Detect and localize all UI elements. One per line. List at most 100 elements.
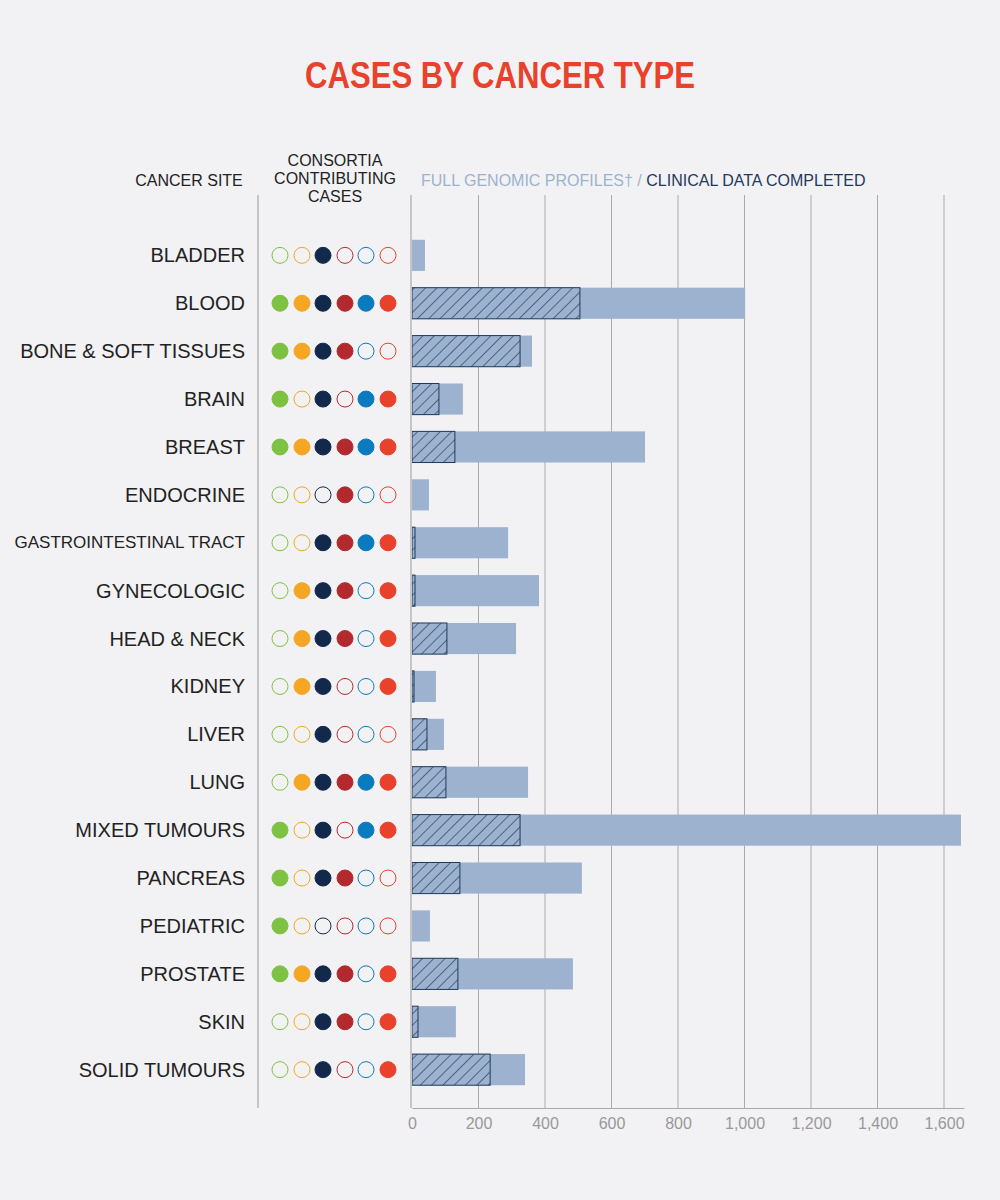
consortium-dot bbox=[337, 343, 353, 359]
consortium-dot bbox=[337, 870, 353, 886]
consortium-dot bbox=[294, 343, 310, 359]
tick-label: 600 bbox=[599, 1115, 626, 1132]
consortium-dot bbox=[294, 247, 310, 263]
consortium-dot bbox=[315, 678, 331, 694]
tick-label: 1,000 bbox=[725, 1115, 765, 1132]
consortium-dot bbox=[380, 870, 396, 886]
chart: CASES BY CANCER TYPECANCER SITECONSORTIA… bbox=[0, 0, 1000, 1200]
consortium-dot bbox=[380, 247, 396, 263]
bar bbox=[412, 910, 430, 941]
consortium-dot bbox=[315, 487, 331, 503]
bar bbox=[412, 910, 413, 941]
bar bbox=[412, 767, 446, 798]
category-label: BLADDER bbox=[151, 244, 245, 266]
grid-line bbox=[678, 195, 679, 1108]
consortium-dot bbox=[294, 391, 310, 407]
bar bbox=[412, 862, 582, 893]
tick: 200 bbox=[466, 1108, 493, 1132]
consortium-dot bbox=[294, 966, 310, 982]
bar bbox=[412, 240, 413, 271]
category-label: SKIN bbox=[198, 1011, 245, 1033]
consortium-dot bbox=[358, 726, 374, 742]
separator bbox=[258, 195, 259, 1108]
consortium-dot bbox=[315, 822, 331, 838]
category-label: MIXED TUMOURS bbox=[75, 819, 245, 841]
bar bbox=[412, 575, 415, 606]
consortium-dot bbox=[358, 678, 374, 694]
bar bbox=[412, 815, 520, 846]
bar bbox=[412, 815, 961, 846]
category-label: PROSTATE bbox=[140, 963, 245, 985]
tick-label: 0 bbox=[408, 1115, 417, 1132]
tick: 800 bbox=[665, 1108, 692, 1132]
consortium-dot bbox=[380, 343, 396, 359]
consortium-dot bbox=[380, 726, 396, 742]
consortium-dot bbox=[380, 1014, 396, 1030]
bar bbox=[412, 958, 458, 989]
consortium-dot bbox=[337, 439, 353, 455]
bar bbox=[412, 623, 447, 654]
consortium-dot bbox=[315, 583, 331, 599]
bar bbox=[412, 288, 745, 319]
consortium-dot bbox=[294, 583, 310, 599]
bar bbox=[412, 958, 573, 989]
category-label: LIVER bbox=[187, 723, 245, 745]
tick-label: 400 bbox=[532, 1115, 559, 1132]
legend-entry: CLINICAL DATA COMPLETED bbox=[646, 172, 865, 189]
consortium-dot bbox=[294, 1014, 310, 1030]
consortium-dot bbox=[315, 774, 331, 790]
bar bbox=[412, 1054, 525, 1085]
consortium-dot bbox=[358, 966, 374, 982]
consortium-dot bbox=[337, 1062, 353, 1078]
consortium-dot bbox=[315, 918, 331, 934]
consortium-dot bbox=[358, 295, 374, 311]
consortium-dot bbox=[380, 1062, 396, 1078]
category-label: KIDNEY bbox=[171, 675, 245, 697]
consortium-dot bbox=[358, 439, 374, 455]
grid-line bbox=[611, 195, 612, 1108]
category-labels: BLADDERBLOODBONE & SOFT TISSUESBRAINBREA… bbox=[15, 244, 246, 1080]
consortium-dot bbox=[294, 295, 310, 311]
category-label: GASTROINTESTINAL TRACT bbox=[15, 533, 245, 552]
consortium-dot bbox=[380, 535, 396, 551]
consortium-dot bbox=[272, 295, 288, 311]
consortium-dot bbox=[294, 631, 310, 647]
consortium-dot bbox=[294, 439, 310, 455]
title: CASES BY CANCER TYPE bbox=[305, 55, 695, 96]
consortium-dot bbox=[272, 631, 288, 647]
bar bbox=[412, 431, 645, 462]
consortium-dot bbox=[272, 439, 288, 455]
consortium-dot bbox=[337, 487, 353, 503]
consortium-dot bbox=[315, 631, 331, 647]
consortium-dot bbox=[380, 774, 396, 790]
legend-separator: / bbox=[633, 172, 646, 189]
bar bbox=[412, 288, 580, 319]
tick: 1,200 bbox=[791, 1108, 831, 1132]
consortium-dot bbox=[337, 391, 353, 407]
bar bbox=[412, 575, 539, 606]
tick: 400 bbox=[532, 1108, 559, 1132]
consortium-dot bbox=[380, 391, 396, 407]
consortium-dot bbox=[272, 870, 288, 886]
x-axis: 02004006008001,0001,2001,4001,600 bbox=[408, 1108, 965, 1132]
consortium-dot bbox=[358, 391, 374, 407]
bar bbox=[412, 671, 436, 702]
consortium-dot bbox=[272, 535, 288, 551]
column-header: CASES bbox=[308, 188, 362, 205]
category-label: SOLID TUMOURS bbox=[79, 1059, 245, 1081]
consortium-dot bbox=[294, 1062, 310, 1078]
category-label: PEDIATRIC bbox=[140, 915, 245, 937]
category-label: HEAD & NECK bbox=[109, 628, 245, 650]
bar bbox=[412, 479, 413, 510]
consortium-dot bbox=[380, 631, 396, 647]
tick-label: 800 bbox=[665, 1115, 692, 1132]
tick: 600 bbox=[599, 1108, 626, 1132]
consortium-dot bbox=[337, 678, 353, 694]
consortium-dot bbox=[315, 870, 331, 886]
tick: 1,000 bbox=[725, 1108, 765, 1132]
consortium-dot bbox=[337, 1014, 353, 1030]
consortium-dot bbox=[358, 822, 374, 838]
consortium-dot bbox=[337, 774, 353, 790]
consortium-dot bbox=[272, 966, 288, 982]
consortium-dot bbox=[380, 583, 396, 599]
